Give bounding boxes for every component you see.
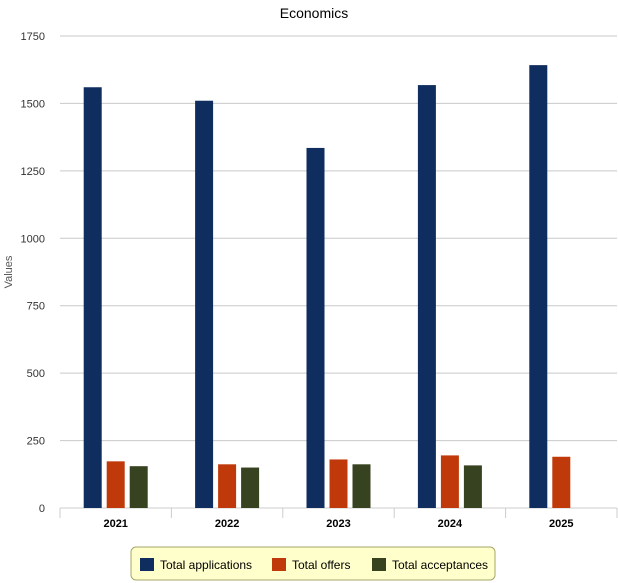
legend-label: Total offers [292,558,350,572]
bar-total-acceptances-2021 [129,466,148,508]
y-axis-ticks: 0 250 500 750 1000 1250 1500 1750 [21,31,45,515]
y-tick-label: 250 [27,436,45,448]
bar-total-acceptances-2024 [463,465,482,508]
y-tick-label: 1750 [21,31,45,43]
legend-box [130,546,496,581]
y-tick-label: 750 [27,301,45,313]
x-tick-label: 2024 [438,518,463,530]
y-tick-label: 1000 [21,233,45,245]
bar-total-offers-2022 [218,464,237,508]
x-tick-label: 2021 [103,518,127,530]
bar-total-acceptances-2022 [241,467,260,508]
legend-label: Total acceptances [392,558,488,572]
y-tick-label: 500 [27,368,45,380]
legend-swatch [140,558,154,571]
legend-swatch [272,558,286,571]
bar-total-offers-2023 [329,459,348,508]
y-axis-title: Values [3,255,15,288]
legend-swatch [372,558,386,571]
bar-total-applications-2022 [195,100,214,508]
bar-total-offers-2024 [440,455,459,508]
y-tick-label: 0 [39,503,45,515]
x-tick-label: 2023 [326,518,350,530]
legend-label: Total applications [160,558,252,572]
gridlines [60,35,617,509]
bar-total-offers-2021 [106,461,125,508]
bar-total-applications-2023 [306,147,325,508]
x-axis: 2021 2022 2023 2024 2025 [59,508,618,530]
y-tick-label: 1500 [21,98,45,110]
bar-total-acceptances-2023 [352,464,371,508]
y-tick-label: 1250 [21,166,45,178]
bar-total-applications-2021 [83,87,102,508]
chart-title: Economics [280,5,348,21]
x-tick-label: 2025 [549,518,573,530]
bar-total-applications-2025 [529,65,548,508]
legend: Total applications Total offers Total acce… [130,546,496,581]
x-tick-label: 2022 [215,518,239,530]
bar-total-offers-2025 [552,456,571,508]
bars [83,65,571,508]
bar-total-applications-2024 [417,85,436,508]
